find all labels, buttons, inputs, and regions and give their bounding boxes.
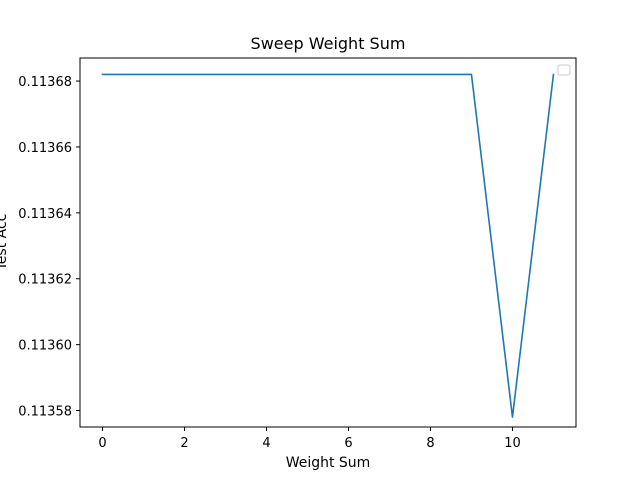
legend	[557, 64, 571, 76]
series-line-0	[101, 73, 555, 418]
y-tick-label-0: 0.11358	[18, 405, 72, 420]
x-tick-label-5: 10	[504, 436, 521, 451]
y-axis-ticks: 0.11358 0.11360 0.11362 0.11364 0.11366 0.113…	[18, 75, 80, 420]
x-tick-label-0: 0	[98, 436, 106, 451]
x-tick-label-3: 6	[344, 436, 352, 451]
chart-title: Sweep Weight Sum	[251, 34, 406, 53]
y-axis-label: Test Acc	[0, 214, 10, 272]
y-tick-label-2: 0.11362	[18, 273, 72, 288]
y-tick-label-3: 0.11364	[18, 207, 72, 222]
x-axis-ticks: 0 2 4 6 8 10	[98, 427, 521, 451]
x-tick-label-4: 8	[426, 436, 434, 451]
x-tick-label-1: 2	[180, 436, 188, 451]
legend-box	[557, 64, 571, 76]
data-layer	[101, 73, 555, 418]
plot-area	[80, 58, 576, 427]
y-tick-label-1: 0.11360	[18, 339, 72, 354]
x-tick-label-2: 4	[262, 436, 270, 451]
x-axis-label: Weight Sum	[286, 455, 371, 471]
plot-frame	[79, 57, 577, 428]
y-tick-label-4: 0.11366	[18, 141, 72, 156]
y-tick-label-5: 0.11368	[18, 75, 72, 90]
